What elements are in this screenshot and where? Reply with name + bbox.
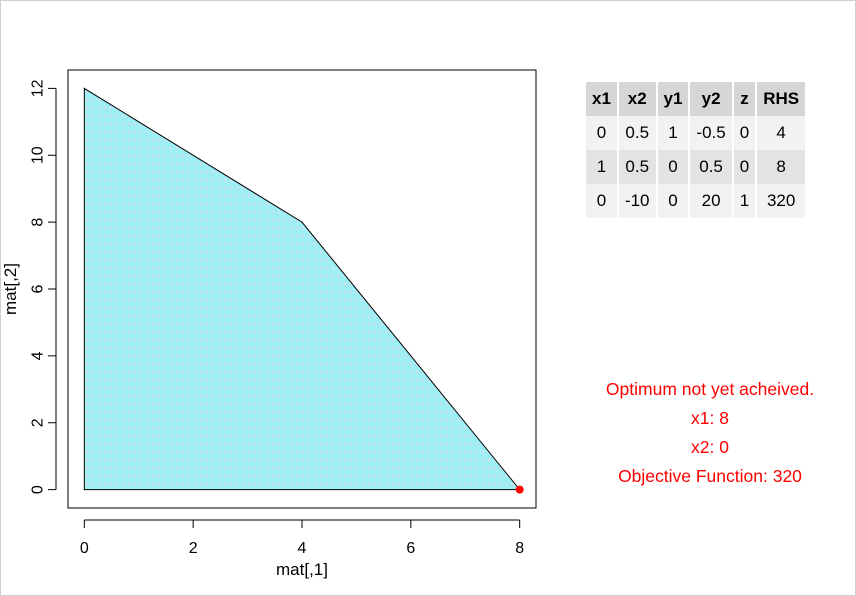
plot-box — [67, 69, 537, 509]
y-tick-label: 2 — [30, 418, 47, 427]
region-vertex — [83, 489, 85, 491]
table-cell: -0.5 — [689, 116, 734, 150]
table-cell: 0.5 — [617, 150, 658, 184]
y-axis-title: mat[,2] — [1, 263, 20, 315]
table-cell: 0 — [656, 150, 691, 184]
table-cell: 1 — [656, 116, 691, 150]
solution-status: Optimum not yet acheived. x1: 8 x2: 0 Ob… — [580, 375, 840, 491]
y-tick-label: 8 — [30, 218, 47, 227]
tableau-header-cell: z — [732, 82, 758, 116]
region-vertex — [83, 87, 85, 89]
table-cell: 0 — [586, 184, 619, 218]
simplex-tableau: x1 x2 y1 y2 z RHS 0 0.5 1 -0.5 0 4 1 0.5… — [586, 82, 806, 218]
status-message: Optimum not yet acheived. — [605, 379, 815, 399]
x-axis-title: mat[,1] — [276, 560, 328, 579]
x1-value: x1: 8 — [691, 408, 729, 428]
table-row: 1 0.5 0 0.5 0 8 — [586, 150, 806, 184]
table-cell: 0.5 — [617, 116, 658, 150]
y-tick-label: 10 — [30, 146, 47, 164]
x-tick-label: 8 — [515, 540, 524, 557]
tableau-header-cell: y2 — [689, 82, 734, 116]
tableau-header-cell: x1 — [586, 82, 619, 116]
x2-value: x2: 0 — [691, 437, 729, 457]
table-cell: 320 — [756, 184, 806, 218]
x-tick-label: 2 — [189, 540, 198, 557]
tableau-header-cell: RHS — [756, 82, 806, 116]
table-cell: -10 — [617, 184, 658, 218]
y-tick-label: 4 — [30, 351, 47, 360]
table-cell: 20 — [689, 184, 734, 218]
tableau-header-cell: x2 — [617, 82, 658, 116]
table-cell: 4 — [756, 116, 806, 150]
table-cell: 0 — [732, 150, 758, 184]
feasible-region — [83, 87, 521, 491]
tableau-header-cell: y1 — [656, 82, 691, 116]
x-tick-label: 4 — [298, 540, 307, 557]
current-solution-point — [515, 485, 524, 494]
y-tick-label: 0 — [30, 485, 47, 494]
table-cell: 0 — [586, 116, 619, 150]
table-cell: 8 — [756, 150, 806, 184]
y-tick-label: 12 — [30, 79, 47, 97]
objective-value: Objective Function: 320 — [618, 466, 802, 486]
table-cell: 0 — [656, 184, 691, 218]
table-row: 0 0.5 1 -0.5 0 4 — [586, 116, 806, 150]
tableau-header-row: x1 x2 y1 y2 z RHS — [586, 82, 806, 116]
table-cell: 0 — [732, 116, 758, 150]
table-cell: 1 — [732, 184, 758, 218]
y-tick-label: 6 — [30, 284, 47, 293]
table-row: 0 -10 0 20 1 320 — [586, 184, 806, 218]
x-tick-label: 6 — [406, 540, 415, 557]
x-tick-label: 0 — [80, 540, 89, 557]
table-cell: 1 — [586, 150, 619, 184]
region-vertex — [301, 221, 303, 223]
table-cell: 0.5 — [689, 150, 734, 184]
